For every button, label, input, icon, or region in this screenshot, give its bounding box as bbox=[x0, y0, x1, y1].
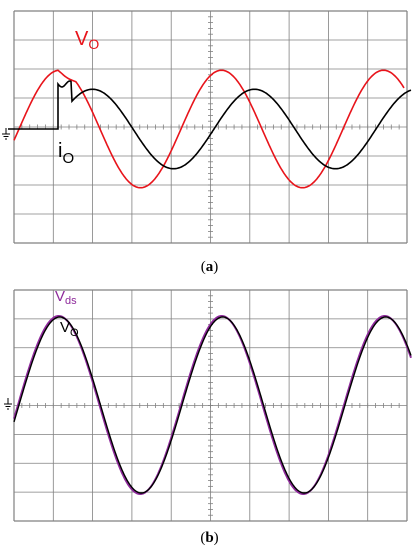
caption-b: (b) bbox=[200, 530, 219, 546]
trace-vds bbox=[13, 315, 412, 495]
trace-vo bbox=[13, 69, 405, 189]
trace-vo bbox=[13, 316, 412, 494]
ground-icon bbox=[2, 128, 10, 140]
label-vo: VO bbox=[60, 319, 79, 339]
scope-plot-a: VO iO bbox=[2, 10, 412, 244]
label-io: iO bbox=[58, 140, 74, 167]
label-vo: VO bbox=[75, 28, 99, 52]
grid bbox=[13, 289, 408, 522]
trace-io bbox=[8, 80, 412, 170]
caption-a: (a) bbox=[200, 259, 219, 275]
label-vds: Vds bbox=[55, 288, 77, 307]
oscilloscope-panel-a: VO iO bbox=[0, 0, 419, 252]
oscilloscope-panel-b: Vds VO bbox=[0, 282, 419, 525]
grid bbox=[13, 10, 408, 244]
ground-icon bbox=[4, 398, 12, 410]
scope-plot-b: Vds VO bbox=[4, 288, 412, 522]
